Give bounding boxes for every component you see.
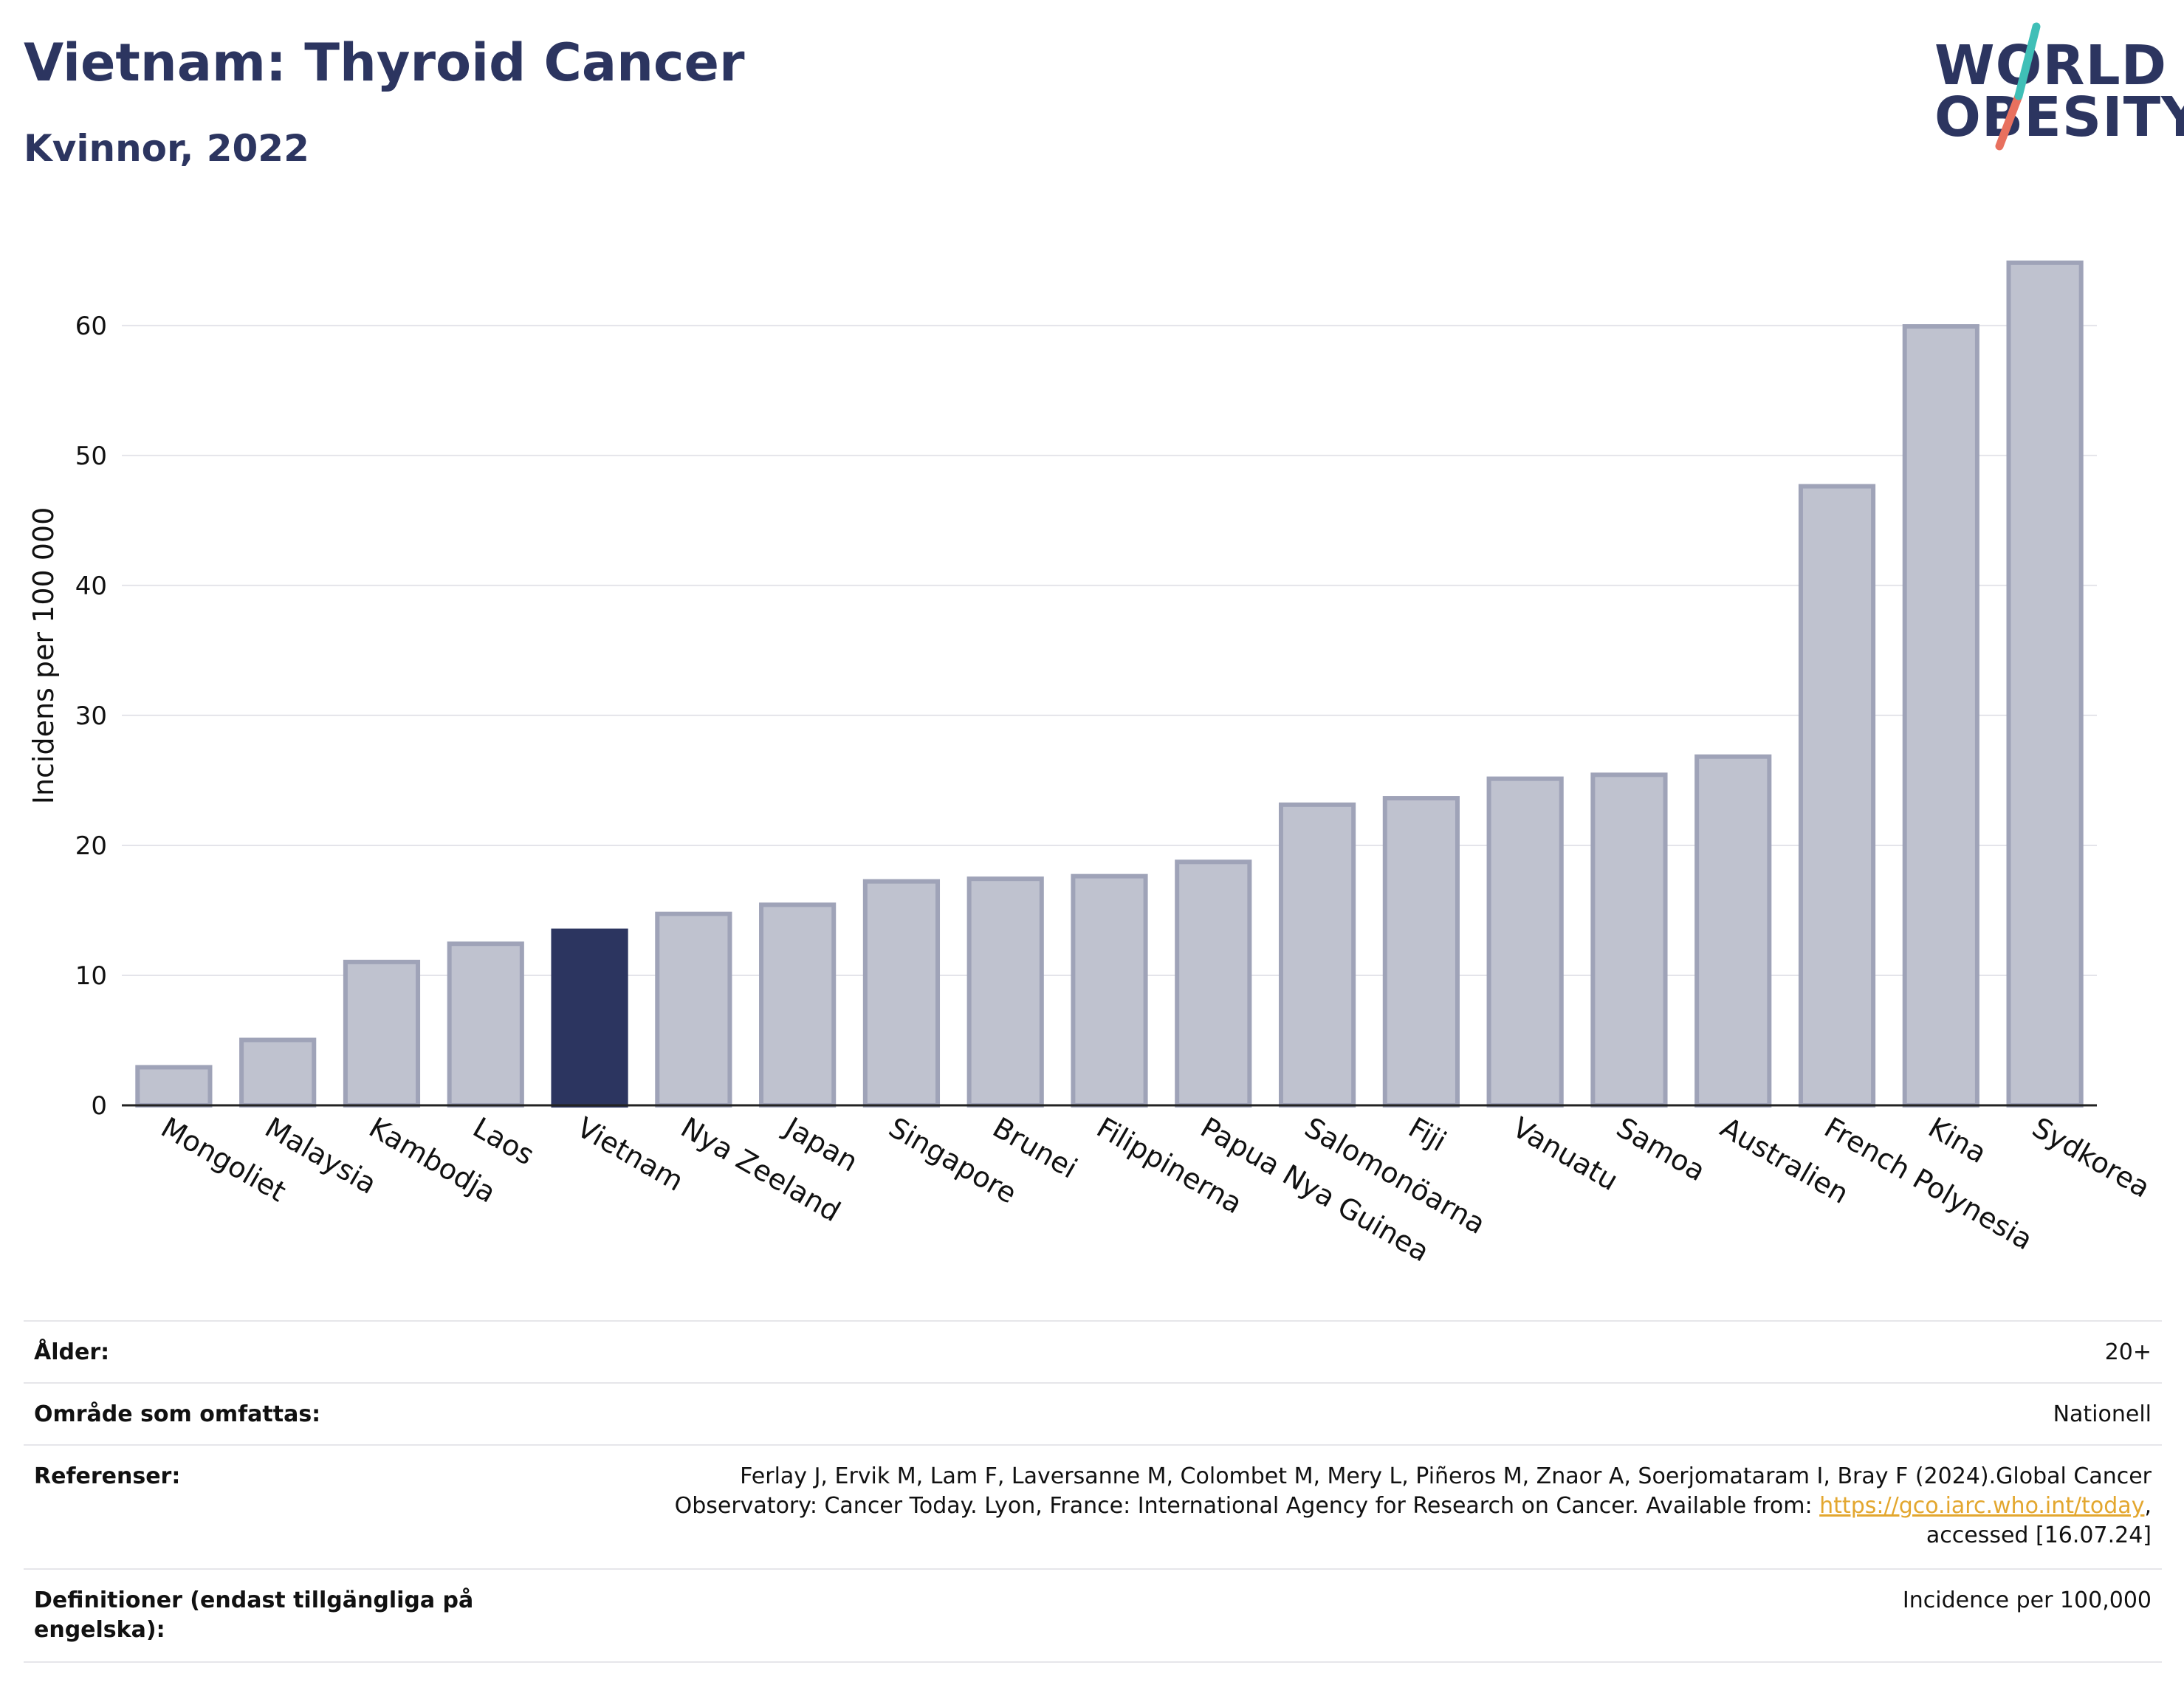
age-label: Ålder:	[34, 1339, 110, 1365]
info-row-age: Ålder: 20+	[24, 1320, 2162, 1382]
y-tick-label: 50	[75, 442, 107, 471]
bar	[1175, 859, 1252, 1108]
info-table: Ålder: 20+ Område som omfattas: Nationel…	[24, 1320, 2162, 1663]
x-tick-label: Vanuatu	[1507, 1111, 1624, 1197]
bar	[966, 876, 1044, 1108]
definitions-label: Definitioner (endast tillgängliga på eng…	[34, 1587, 474, 1643]
references-label: Referenser:	[34, 1463, 181, 1489]
area-value: Nationell	[2053, 1401, 2152, 1427]
reference-accessed: , accessed [16.07.24]	[1926, 1493, 2152, 1548]
bar	[2006, 260, 2084, 1108]
y-axis-label: Incidens per 100 000	[27, 507, 60, 805]
y-tick-label: 60	[75, 312, 107, 341]
x-tick-label: Samoa	[1611, 1111, 1711, 1188]
bar-highlight	[551, 928, 628, 1108]
bar	[1590, 772, 1668, 1108]
info-row-references: Referenser: Ferlay J, Ervik M, Lam F, La…	[24, 1444, 2162, 1568]
y-tick-label: 0	[91, 1091, 107, 1121]
bar	[1694, 754, 1772, 1108]
page-title: Vietnam: Thyroid Cancer	[24, 32, 745, 93]
info-row-definitions: Definitioner (endast tillgängliga på eng…	[24, 1568, 2162, 1663]
world-obesity-logo: WORLD OBESITY	[1927, 22, 2184, 155]
references-value: Ferlay J, Ervik M, Lam F, Laversanne M, …	[601, 1462, 2152, 1551]
info-row-area: Område som omfattas: Nationell	[24, 1382, 2162, 1444]
bar	[1071, 873, 1148, 1108]
bar	[343, 959, 421, 1108]
bar	[1902, 324, 1979, 1108]
logo-line-2: OBESITY	[1934, 86, 2184, 149]
definitions-value: Incidence per 100,000	[1902, 1587, 2152, 1613]
bars	[135, 260, 2084, 1108]
x-tick-label: Vietnam	[571, 1111, 689, 1198]
y-tick-label: 20	[75, 831, 107, 861]
y-tick-label: 40	[75, 571, 107, 601]
bar-chart: 0102030405060MongolietMalaysiaKambodjaLa…	[27, 260, 2156, 1268]
bar	[759, 902, 837, 1108]
area-label: Område som omfattas:	[34, 1401, 321, 1427]
x-tick-label: Sydkorea	[2027, 1111, 2156, 1204]
bar	[1382, 796, 1460, 1108]
bar	[1278, 802, 1356, 1108]
bar	[447, 941, 524, 1108]
bar	[1486, 776, 1564, 1108]
logo-line-1: WORLD	[1934, 34, 2168, 97]
bar	[655, 911, 732, 1108]
bar	[1798, 484, 1876, 1108]
bar	[135, 1065, 213, 1108]
logo-slash-icon	[1995, 22, 2041, 151]
bar	[862, 879, 941, 1108]
age-value: 20+	[2104, 1339, 2152, 1365]
bar	[239, 1037, 317, 1108]
x-tick-label: Laos	[467, 1111, 540, 1172]
x-tick-label: Kina	[1923, 1111, 1992, 1170]
reference-link[interactable]: https://gco.iarc.who.int/today	[1819, 1493, 2145, 1519]
y-tick-label: 10	[75, 961, 107, 991]
reference-text: Ferlay J, Ervik M, Lam F, Laversanne M, …	[674, 1463, 2152, 1519]
y-tick-label: 30	[75, 701, 107, 731]
page-subtitle: Kvinnor, 2022	[24, 127, 309, 170]
x-tick-label: Fiji	[1403, 1111, 1452, 1158]
